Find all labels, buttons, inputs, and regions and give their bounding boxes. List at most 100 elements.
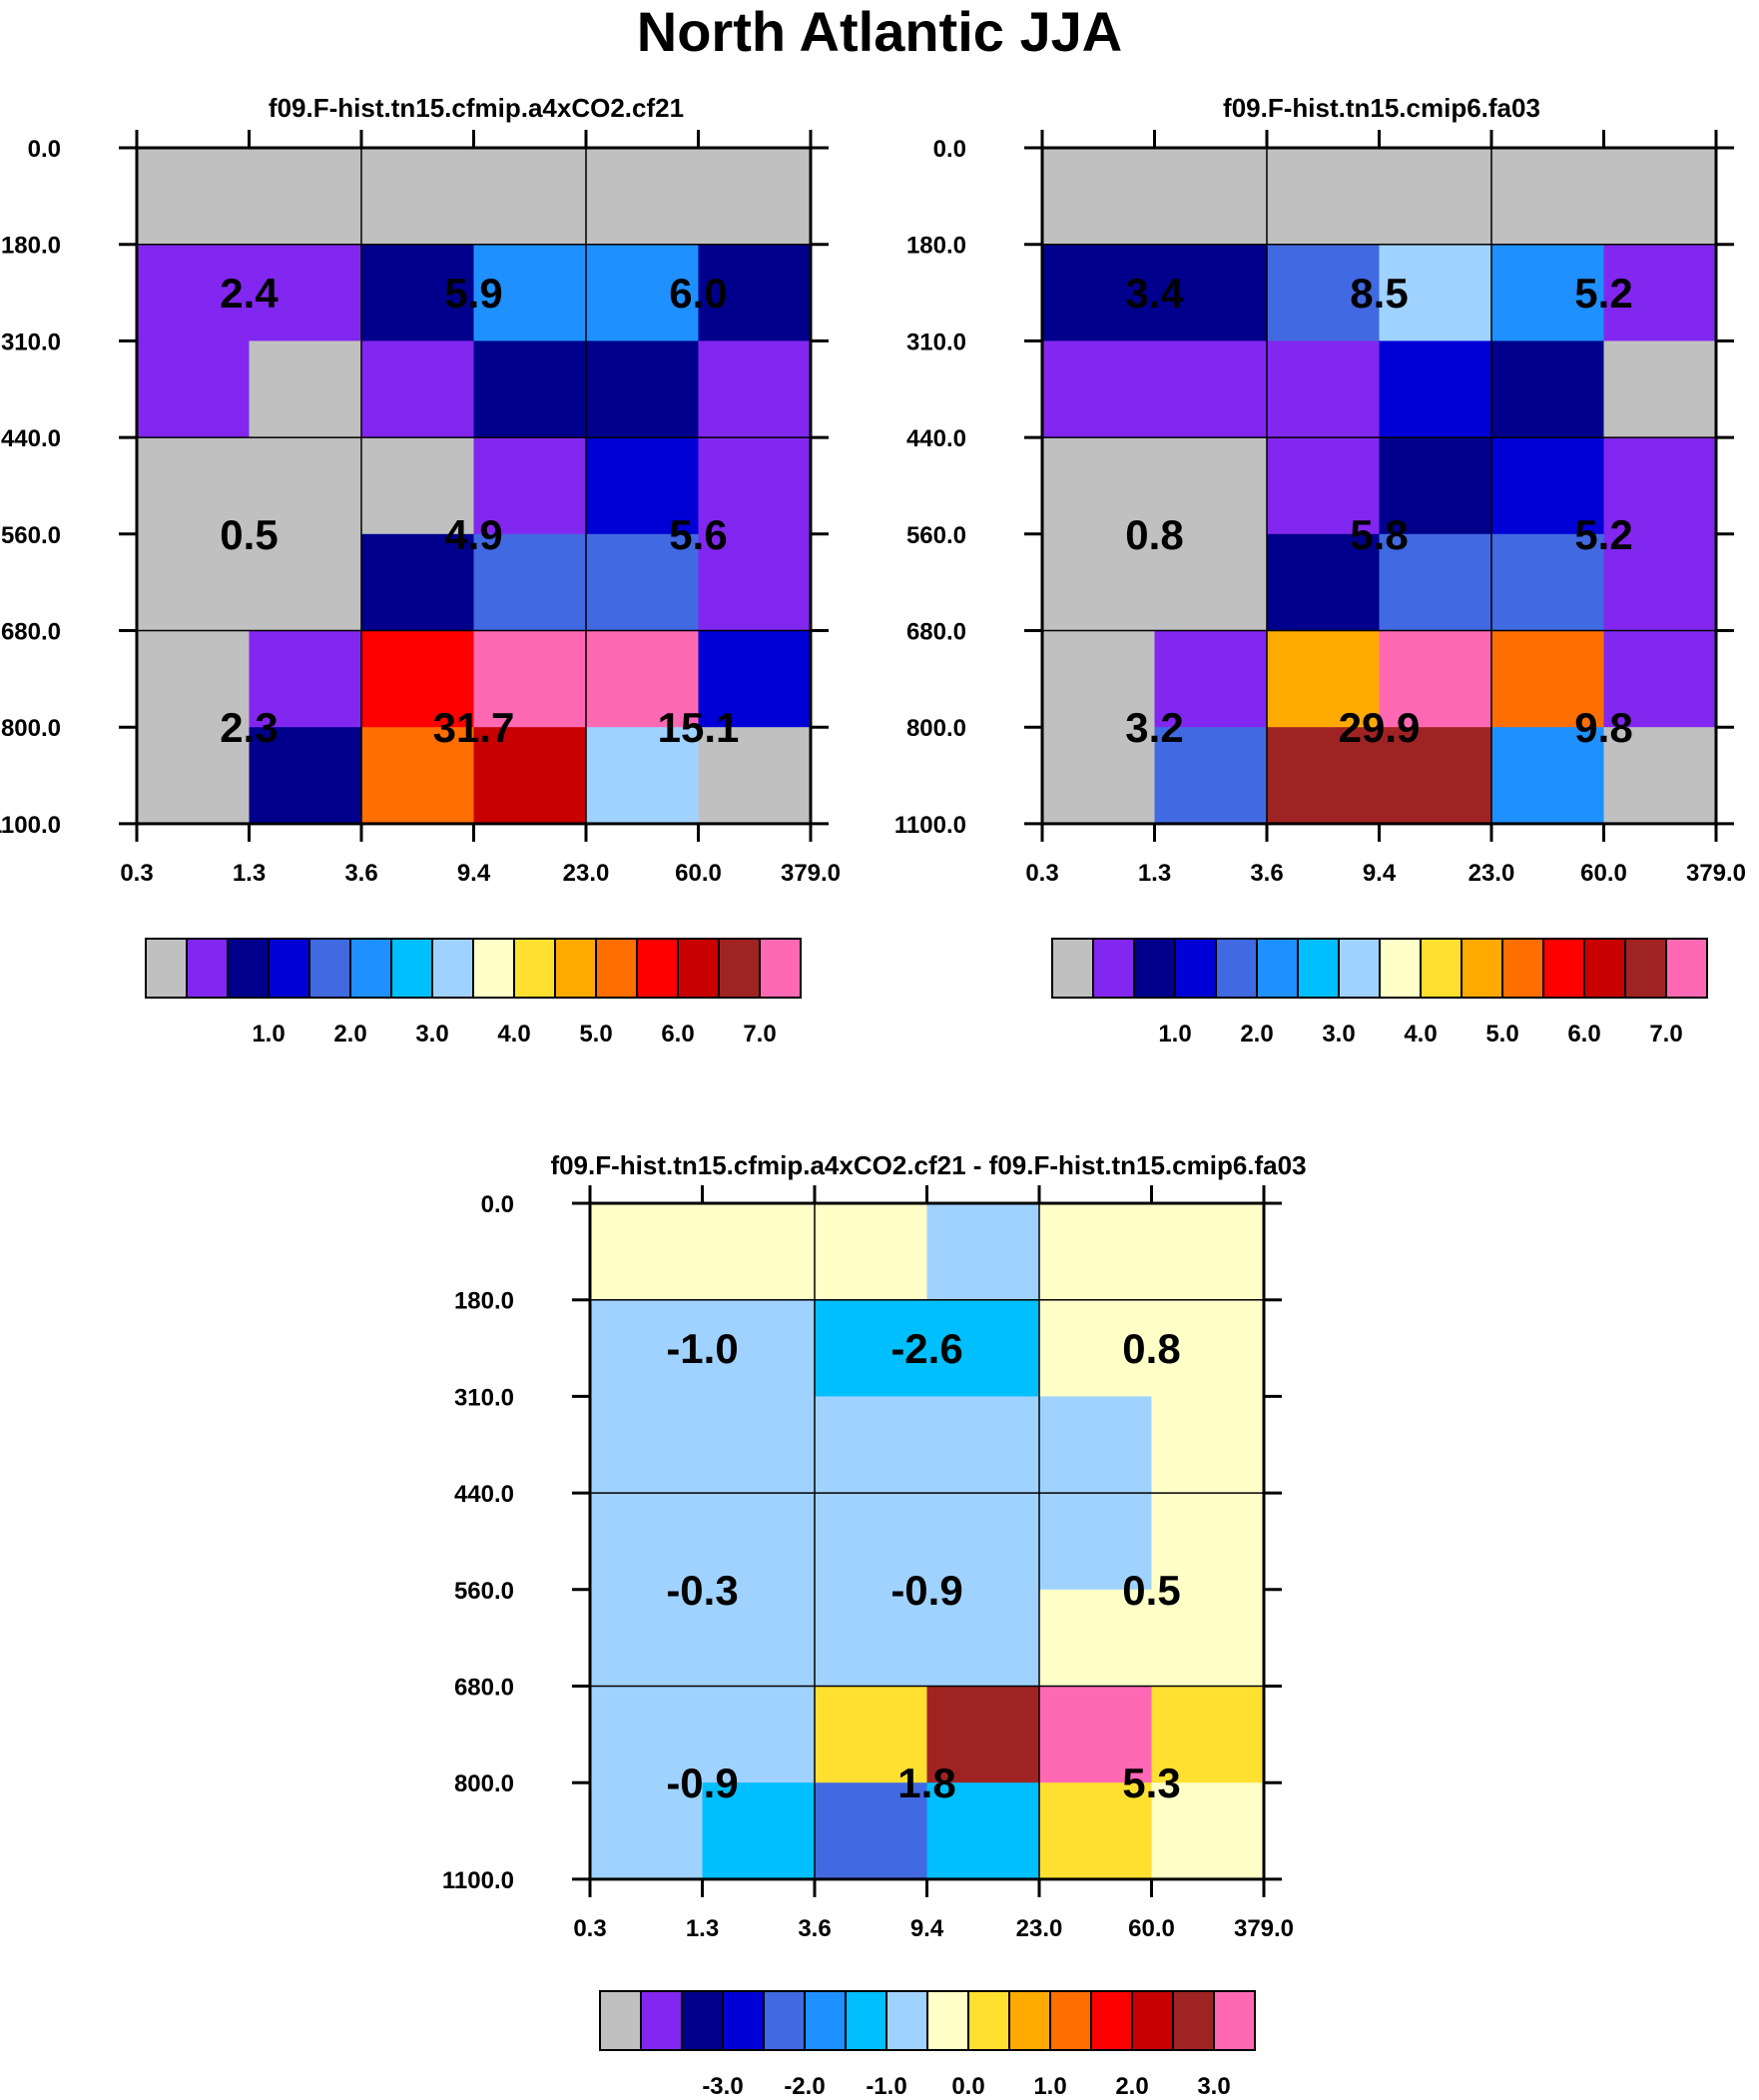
data-label: 5.8 (1350, 511, 1408, 558)
colorbar-box (640, 1990, 683, 2051)
page-title: North Atlantic JJA (636, 0, 1123, 63)
colorbar-label: 4.0 (1404, 1021, 1437, 1048)
colorbar-box (595, 938, 638, 999)
heatmap-cell (1039, 1686, 1153, 1783)
colorbar-box (227, 938, 270, 999)
heatmap-cell (473, 533, 587, 632)
heatmap-cell (1603, 244, 1717, 342)
colorbar-box (1213, 1990, 1256, 2051)
colorbar-cf21: 1.0 2.0 3.0 4.0 5.0 6.0 7.0 (145, 938, 802, 1048)
heatmap-cell (698, 341, 812, 438)
heatmap-cell (1039, 1782, 1153, 1880)
heatmap-cell (473, 437, 587, 535)
panel-title-fa03: f09.F-hist.tn15.cmip6.fa03 (1223, 93, 1540, 123)
colorbar-label: 2.0 (1240, 1021, 1273, 1048)
colorbar-label: 2.0 (1115, 2073, 1148, 2100)
heatmap-cell (1042, 148, 1156, 246)
heatmap-cell (137, 244, 251, 342)
heatmap-cell (1379, 244, 1492, 342)
heatmap-cell (1491, 437, 1605, 535)
heatmap-cell (815, 1493, 928, 1591)
data-label: -0.9 (890, 1567, 962, 1614)
y-tick-label: 800.0 (906, 715, 966, 742)
heatmap-cell (926, 1299, 1040, 1397)
heatmap-cell (1154, 533, 1268, 632)
heatmap-cell (702, 1782, 816, 1880)
colorbar-label: 3.0 (415, 1021, 448, 1048)
colorbar-box (722, 1990, 765, 2051)
heatmap-cell (1491, 727, 1605, 825)
heatmap-cell (1379, 727, 1492, 825)
heatmap-cell (586, 341, 700, 438)
heatmap-cell (590, 1203, 704, 1301)
heatmap-cell (698, 437, 812, 535)
x-tick-label: 1.3 (686, 1915, 719, 1942)
colorbar-box (763, 1990, 806, 2051)
heatmap-cell (1042, 437, 1156, 535)
data-label: 3.2 (1125, 704, 1183, 751)
heatmap-cell (1603, 630, 1717, 728)
data-label: 9.8 (1574, 704, 1632, 751)
heatmap-cell (698, 244, 812, 342)
x-tick-label: 3.6 (798, 1915, 831, 1942)
y-tick-label: 310.0 (906, 329, 966, 355)
colorbar-box (759, 938, 802, 999)
heatmap-cell (1603, 533, 1717, 632)
x-tick-label: 60.0 (1580, 860, 1627, 887)
panel-title-difference: f09.F-hist.tn15.cfmip.a4xCO2.cf21 - f09.… (550, 1150, 1307, 1180)
y-tick-label: 310.0 (1, 329, 61, 355)
colorbar-box (1008, 1990, 1051, 2051)
y-tick-label: 1100.0 (442, 1867, 514, 1894)
heatmap-panel-diff: 0.3 1.3 3.6 9.4 23.0 60.0 379.0 0.0 180.0 310.0 44… (442, 1185, 1294, 1942)
colorbar-box (1049, 1990, 1092, 2051)
colorbar-label: 1.0 (252, 1021, 285, 1048)
heatmap-cell (1151, 1782, 1265, 1880)
heatmap-cell (1154, 148, 1268, 246)
y-tick-label: 1100.0 (0, 812, 61, 839)
colorbar-box (1133, 938, 1176, 999)
heatmap-cell (698, 148, 812, 246)
heatmap-cell (1039, 1493, 1153, 1591)
colorbar-box (718, 938, 761, 999)
heatmap-cell (815, 1686, 928, 1783)
heatmap-cell (1491, 341, 1605, 438)
heatmap-cell (249, 533, 362, 632)
heatmap-cell (590, 1299, 704, 1397)
colorbar-box (1379, 938, 1422, 999)
data-label: 2.3 (220, 704, 278, 751)
colorbar-box (677, 938, 720, 999)
heatmap-cell (1154, 437, 1268, 535)
colorbar-box (1665, 938, 1708, 999)
heatmap-cell (1603, 437, 1717, 535)
x-tick-label: 1.3 (1138, 860, 1171, 887)
data-label: 5.6 (669, 511, 727, 558)
colorbar-box (1215, 938, 1258, 999)
colorbar-box (1461, 938, 1503, 999)
heatmap-cell (1154, 630, 1268, 728)
y-tick-label: 0.0 (28, 136, 61, 163)
heatmap-cell (1154, 727, 1268, 825)
heatmap-cell (249, 727, 362, 825)
colorbar-box (513, 938, 556, 999)
y-tick-label: 560.0 (454, 1578, 514, 1605)
colorbar-box (926, 1990, 969, 2051)
heatmap-cell (1154, 341, 1268, 438)
data-label: 4.9 (444, 511, 502, 558)
heatmap-cell (361, 244, 475, 342)
heatmap-cell (137, 727, 251, 825)
heatmap-cell (590, 1782, 704, 1880)
heatmap-cell (1151, 1203, 1265, 1301)
y-tick-label: 1100.0 (894, 812, 966, 839)
data-label: 0.5 (1122, 1567, 1180, 1614)
x-tick-label: 60.0 (1128, 1915, 1175, 1942)
heatmap-cell (473, 148, 587, 246)
heatmap-cell (815, 1299, 928, 1397)
data-label: 5.3 (1122, 1759, 1180, 1806)
heatmap-cell (1151, 1493, 1265, 1591)
heatmap-cell (702, 1396, 816, 1494)
heatmap-cell (586, 630, 700, 728)
y-tick-label: 680.0 (454, 1675, 514, 1702)
heatmap-cell (586, 437, 700, 535)
x-tick-label: 23.0 (563, 860, 610, 887)
heatmap-cell (1379, 341, 1492, 438)
